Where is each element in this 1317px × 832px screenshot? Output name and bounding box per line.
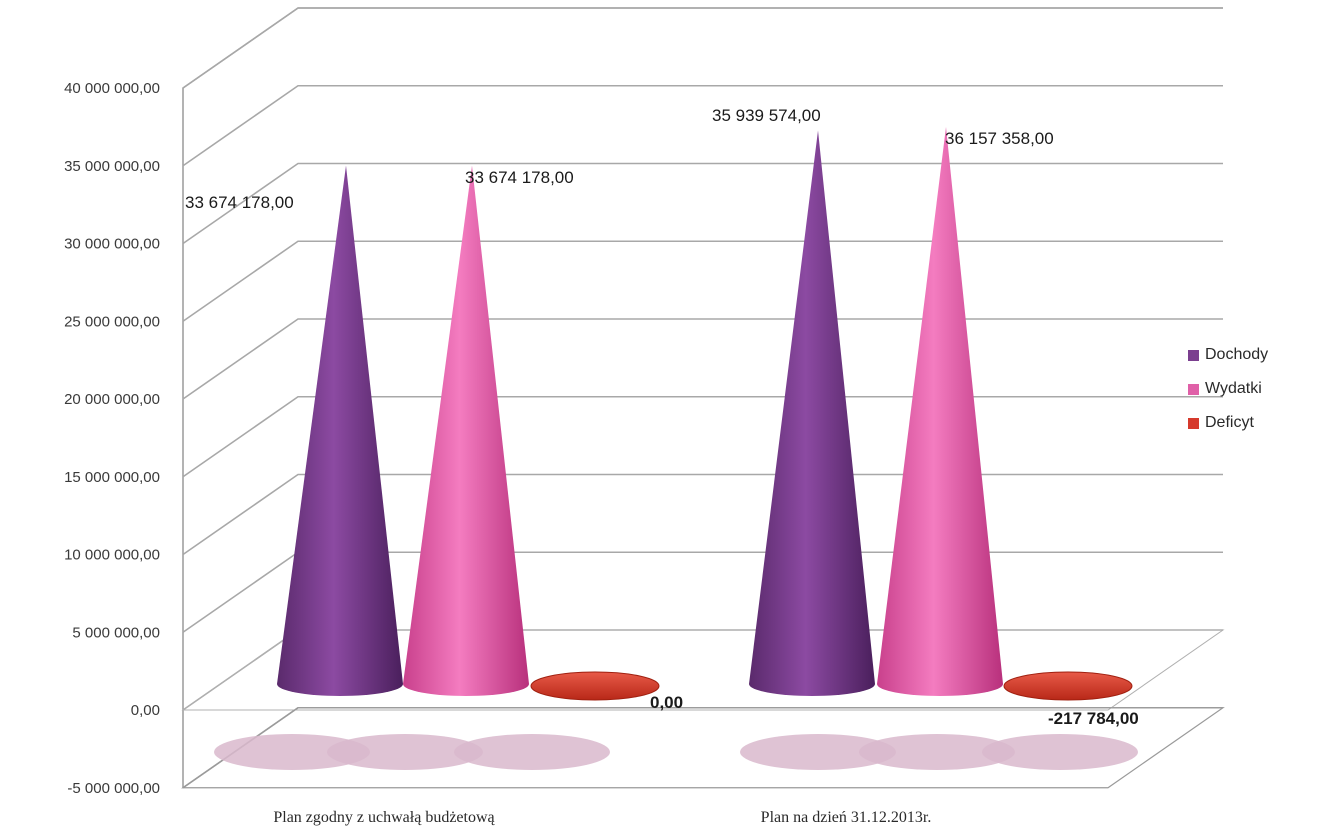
gridline <box>182 84 1223 167</box>
cone-wydatki <box>403 165 529 696</box>
legend-label-dochody: Dochody <box>1205 346 1269 363</box>
cone-shadow <box>214 734 370 770</box>
cone-shadow <box>454 734 610 770</box>
legend-swatch-dochody <box>1188 349 1199 361</box>
chart-floor <box>181 629 1225 789</box>
data-label: 33 674 178,00 <box>465 168 574 187</box>
category-label: Plan na dzień 31.12.2013r. <box>761 809 932 826</box>
legend-label-deficyt: Deficyt <box>1205 414 1254 431</box>
cone-deficyt <box>530 671 660 701</box>
cone-dochody <box>749 130 875 697</box>
data-label: 33 674 178,00 <box>185 193 294 212</box>
y-tick-label: 15 000 000,00 <box>64 469 160 486</box>
legend-item-deficyt: Deficyt <box>1188 406 1268 440</box>
gridline <box>182 240 1223 322</box>
cone-shadow <box>327 734 483 770</box>
y-tick-label: 25 000 000,00 <box>64 313 160 330</box>
y-tick-label: -5 000 000,00 <box>67 780 160 797</box>
y-tick-label: 30 000 000,00 <box>64 236 160 253</box>
chart-marks <box>277 126 1133 701</box>
gridline <box>182 162 1223 245</box>
cone-deficyt <box>1003 671 1133 701</box>
y-tick-label: 5 000 000,00 <box>72 624 160 641</box>
legend-swatch-deficyt <box>1188 417 1199 429</box>
gridline <box>182 318 1223 400</box>
floor-plane <box>181 707 1225 789</box>
legend-label-wydatki: Wydatki <box>1205 380 1262 397</box>
y-axis-tick-labels: 40 000 000,00 35 000 000,00 30 000 000,00 2… <box>64 80 160 797</box>
legend-item-wydatki: Wydatki <box>1188 372 1268 406</box>
y-tick-label: 35 000 000,00 <box>64 158 160 175</box>
cone-shadow <box>740 734 896 770</box>
cone-wydatki <box>877 126 1003 697</box>
y-tick-label: 20 000 000,00 <box>64 391 160 408</box>
data-label: 0,00 <box>650 693 683 712</box>
category-label: Plan zgodny z uchwałą budżetową <box>273 809 495 826</box>
data-label: 36 157 358,00 <box>945 129 1054 148</box>
data-labels: 33 674 178,00 33 674 178,00 0,00 35 939 574… <box>185 106 1139 728</box>
y-tick-label: 40 000 000,00 <box>64 80 160 97</box>
legend-item-dochody: Dochody <box>1188 338 1268 372</box>
category-labels: Plan zgodny z uchwałą budżetową Plan na d… <box>273 809 931 826</box>
zero-plane <box>181 629 1225 711</box>
y-tick-label: 0,00 <box>131 702 160 719</box>
cone-shadow <box>859 734 1015 770</box>
legend-swatch-wydatki <box>1188 383 1199 395</box>
data-label: -217 784,00 <box>1048 709 1139 728</box>
gridline <box>182 7 1223 89</box>
y-tick-label: 10 000 000,00 <box>64 547 160 564</box>
cone-shadow <box>982 734 1138 770</box>
data-label: 35 939 574,00 <box>712 106 821 125</box>
chart-legend: Dochody Wydatki Deficyt <box>1188 338 1268 440</box>
cone-dochody <box>277 165 403 696</box>
